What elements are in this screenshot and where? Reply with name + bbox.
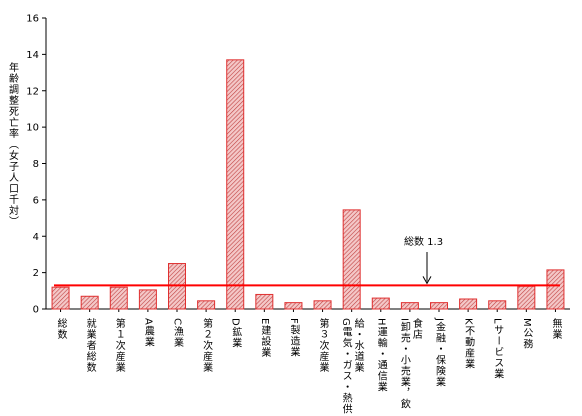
x-tick-label-group: D鉱業: [230, 318, 242, 349]
x-tick-label-group: 第２次産業: [201, 317, 213, 373]
x-tick-label-group: M公務: [521, 318, 533, 350]
y-tick-label: 8: [33, 159, 39, 170]
x-tick-label: 第２次産業: [201, 317, 213, 373]
y-tick-label: 2: [33, 268, 39, 279]
y-tick-label: 14: [26, 50, 39, 61]
bar: [313, 300, 332, 310]
bar: [51, 286, 70, 310]
x-tick-label: Lサービス業: [492, 318, 504, 380]
x-tick-label-group: 無業: [550, 317, 562, 340]
bar: [459, 298, 478, 310]
x-tick-label-group: I卸売・小売業，飲食店: [398, 317, 422, 410]
y-tick-label: 0: [33, 305, 39, 316]
x-tick-label-group: Lサービス業: [492, 318, 504, 380]
x-tick-label: D鉱業: [230, 318, 242, 349]
bar: [138, 289, 157, 310]
bar: [488, 300, 507, 310]
x-tick-label: 無業: [550, 317, 562, 340]
x-tick-label: I卸売・小売業，飲食店: [398, 317, 422, 410]
x-tick-label-group: K不動産業: [463, 318, 475, 370]
annotation: 総数 1.3: [404, 235, 443, 248]
annotation-arrowhead: [422, 276, 432, 285]
x-tick-label: C漁業: [172, 318, 184, 348]
x-tick-label: A農業: [142, 318, 154, 348]
bar: [371, 297, 390, 310]
bar: [109, 286, 128, 310]
x-tick-label: K不動産業: [463, 318, 475, 370]
x-tick-label-group: J金融・保険業: [434, 317, 446, 388]
x-tick-label-group: 就業者総数: [84, 317, 96, 373]
bar: [80, 295, 99, 310]
x-tick-label-group: 第３次産業: [317, 317, 329, 373]
x-tick-label-group: C漁業: [172, 318, 184, 348]
y-tick-label: 6: [33, 195, 39, 206]
bar: [226, 59, 245, 310]
x-tick-label-group: H運輸・通信業: [375, 318, 387, 393]
x-tick-label-group: G電気・ガス・熱供給・水道業: [340, 317, 364, 415]
y-tick-label: 12: [26, 86, 39, 97]
bar: [284, 302, 303, 310]
x-tick-label-group: 第１次産業: [113, 317, 125, 373]
y-tick-label: 10: [26, 123, 39, 134]
y-tick-label: 4: [33, 232, 39, 243]
x-tick-label-group: E建設業: [259, 318, 271, 358]
bar: [546, 269, 565, 310]
x-tick-label-group: A農業: [142, 318, 154, 348]
x-tick-label: 就業者総数: [84, 317, 96, 373]
bar: [430, 302, 448, 310]
x-tick-label-group: 総数: [55, 317, 67, 340]
y-tick-label: 16: [26, 14, 39, 25]
x-tick-label: M公務: [521, 318, 533, 350]
y-axis-label: 年齢調整死亡率（女子人口千対）: [7, 61, 19, 227]
x-tick-label: H運輸・通信業: [375, 318, 387, 393]
x-tick-label-group: F製造業: [288, 318, 300, 358]
x-tick-label: 総数: [55, 317, 67, 340]
x-tick-label: F製造業: [288, 318, 300, 358]
bar: [400, 302, 419, 310]
x-tick-label: J金融・保険業: [434, 317, 446, 388]
bar: [342, 209, 361, 310]
bar: [197, 300, 216, 310]
bar: [255, 293, 274, 310]
x-tick-label: G電気・ガス・熱供給・水道業: [340, 317, 364, 415]
x-tick-label: 第３次産業: [317, 317, 329, 373]
x-tick-label: 第１次産業: [113, 317, 125, 373]
x-tick-label: E建設業: [259, 318, 271, 358]
bar: [517, 285, 536, 310]
